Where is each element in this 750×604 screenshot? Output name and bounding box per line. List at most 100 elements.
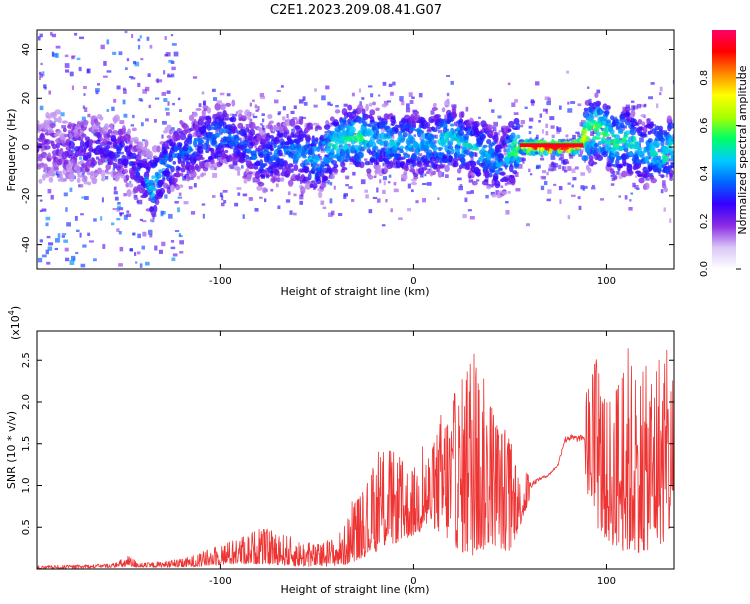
spectrogram-noise-cell bbox=[45, 222, 49, 227]
spectrogram-noise-cell bbox=[458, 156, 462, 161]
spectrogram-cell bbox=[170, 165, 175, 173]
spectrogram-cell bbox=[307, 172, 312, 181]
spectrogram-noise-cell bbox=[568, 152, 573, 157]
spectrogram-noise-cell bbox=[254, 145, 257, 148]
spectrogram-noise-cell bbox=[611, 177, 616, 181]
spectrogram-noise-cell bbox=[155, 97, 160, 100]
spectrogram-noise-cell bbox=[348, 186, 353, 189]
spectrogram-cell bbox=[248, 171, 253, 175]
spectrogram-noise-cell bbox=[490, 191, 495, 196]
spectrogram-noise-cell bbox=[392, 135, 395, 140]
spectrogram-cell bbox=[156, 145, 161, 153]
spectrogram-noise-cell bbox=[545, 131, 549, 136]
spectrogram-noise-cell bbox=[562, 161, 567, 166]
spectrogram-noise-cell bbox=[307, 162, 311, 166]
spectrogram-cell bbox=[501, 191, 508, 196]
spectrogram-noise-cell bbox=[285, 199, 291, 203]
spectrogram-noise-cell bbox=[342, 156, 348, 162]
spectrogram-cell bbox=[391, 120, 396, 127]
spectrogram-cell bbox=[105, 171, 111, 175]
spectrogram-noise-cell bbox=[514, 99, 519, 103]
spectrogram-noise-cell bbox=[474, 152, 478, 157]
spectrogram-cell bbox=[359, 146, 365, 152]
spectrogram-cell bbox=[170, 185, 175, 193]
spectrogram-cell bbox=[246, 174, 252, 182]
spectrogram-noise-cell bbox=[48, 90, 52, 95]
spectrogram-noise-cell bbox=[372, 196, 378, 200]
spectrogram-noise-cell bbox=[539, 113, 543, 118]
spectrogram-noise-cell bbox=[376, 198, 381, 203]
spectrogram-noise-cell bbox=[299, 116, 304, 121]
spectrogram-noise-cell bbox=[577, 196, 581, 200]
spectrogram-noise-cell bbox=[446, 92, 450, 97]
spectrogram-noise-cell bbox=[492, 157, 496, 163]
spectrogram-noise-cell bbox=[514, 172, 519, 177]
spectrogram-cell bbox=[295, 174, 301, 181]
spectrogram-noise-cell bbox=[235, 111, 239, 115]
spectrogram-cell bbox=[372, 101, 376, 106]
spectrogram-cell bbox=[287, 179, 294, 187]
spectrogram-noise-cell bbox=[320, 145, 324, 151]
spectrogram-cell bbox=[159, 187, 166, 195]
spectrogram-noise-cell bbox=[388, 174, 392, 178]
spectrogram-noise-cell bbox=[567, 166, 572, 171]
spectrogram-noise-cell bbox=[552, 165, 557, 171]
spectrogram-cell bbox=[195, 130, 202, 138]
spectrogram-cell bbox=[489, 169, 496, 174]
spectrogram-cell bbox=[667, 122, 674, 130]
spectrogram-cell bbox=[422, 144, 430, 151]
spectrogram-cell bbox=[150, 186, 157, 192]
spectrogram-cell bbox=[359, 161, 365, 169]
spectrogram-cell bbox=[641, 121, 646, 126]
spectrogram-cell bbox=[607, 140, 613, 145]
spectrogram-noise-cell bbox=[298, 99, 304, 104]
spectrogram-noise-cell bbox=[382, 176, 387, 181]
spectrogram-cell bbox=[629, 126, 637, 130]
spectrogram-noise-cell bbox=[100, 216, 103, 221]
spectrogram-noise-cell bbox=[171, 43, 177, 46]
spectrogram-cell bbox=[342, 119, 347, 124]
spectrogram-cell bbox=[670, 162, 674, 169]
spectrogram-cell bbox=[237, 109, 244, 114]
spectrogram-noise-cell bbox=[197, 135, 203, 140]
spectrogram-noise-cell bbox=[61, 125, 67, 129]
spectrogram-noise-cell bbox=[541, 129, 545, 134]
spectrogram-cell bbox=[146, 150, 154, 159]
spectrogram-cell bbox=[357, 104, 364, 112]
spectrogram-cell bbox=[301, 149, 308, 156]
spectrogram-noise-cell bbox=[571, 168, 576, 174]
spectrogram-noise-cell bbox=[648, 173, 654, 177]
spectrogram-noise-cell bbox=[39, 199, 43, 202]
spectrogram-cell bbox=[256, 185, 263, 191]
spectrogram-cell bbox=[148, 179, 155, 188]
spectrogram-noise-cell bbox=[319, 156, 322, 161]
spectrogram-cell bbox=[53, 117, 59, 123]
spectrogram-cell bbox=[375, 161, 380, 166]
spectrogram-noise-cell bbox=[152, 214, 155, 220]
spectrogram-noise-cell bbox=[39, 33, 43, 38]
spectrogram-cell bbox=[302, 155, 307, 159]
spectrogram-cell bbox=[205, 139, 210, 147]
spectrogram-cell bbox=[614, 151, 620, 158]
spectrogram-noise-cell bbox=[329, 181, 333, 186]
spectrogram-cell bbox=[457, 120, 464, 128]
spectrogram-cell bbox=[585, 136, 591, 141]
spectrogram-noise-cell bbox=[122, 87, 126, 91]
spectrogram-noise-cell bbox=[543, 180, 548, 186]
spectrogram-noise-cell bbox=[87, 113, 91, 118]
spectrogram-noise-cell bbox=[154, 119, 157, 123]
spectrogram-noise-cell bbox=[78, 66, 82, 72]
spectrogram-cell bbox=[76, 170, 81, 176]
spectrogram-noise-cell bbox=[161, 211, 166, 215]
spectrogram-cell bbox=[588, 155, 594, 161]
spectrogram-cell bbox=[259, 159, 264, 166]
spectrogram-noise-cell bbox=[104, 169, 109, 173]
spectrogram-cell bbox=[87, 153, 92, 159]
spectrogram-noise-cell bbox=[113, 98, 117, 103]
spectrogram-noise-cell bbox=[137, 199, 143, 205]
spectrogram-noise-cell bbox=[252, 115, 258, 119]
spectrogram-noise-cell bbox=[55, 172, 59, 175]
spectrogram-cell bbox=[650, 177, 657, 184]
spectrogram-noise-cell bbox=[242, 214, 245, 219]
